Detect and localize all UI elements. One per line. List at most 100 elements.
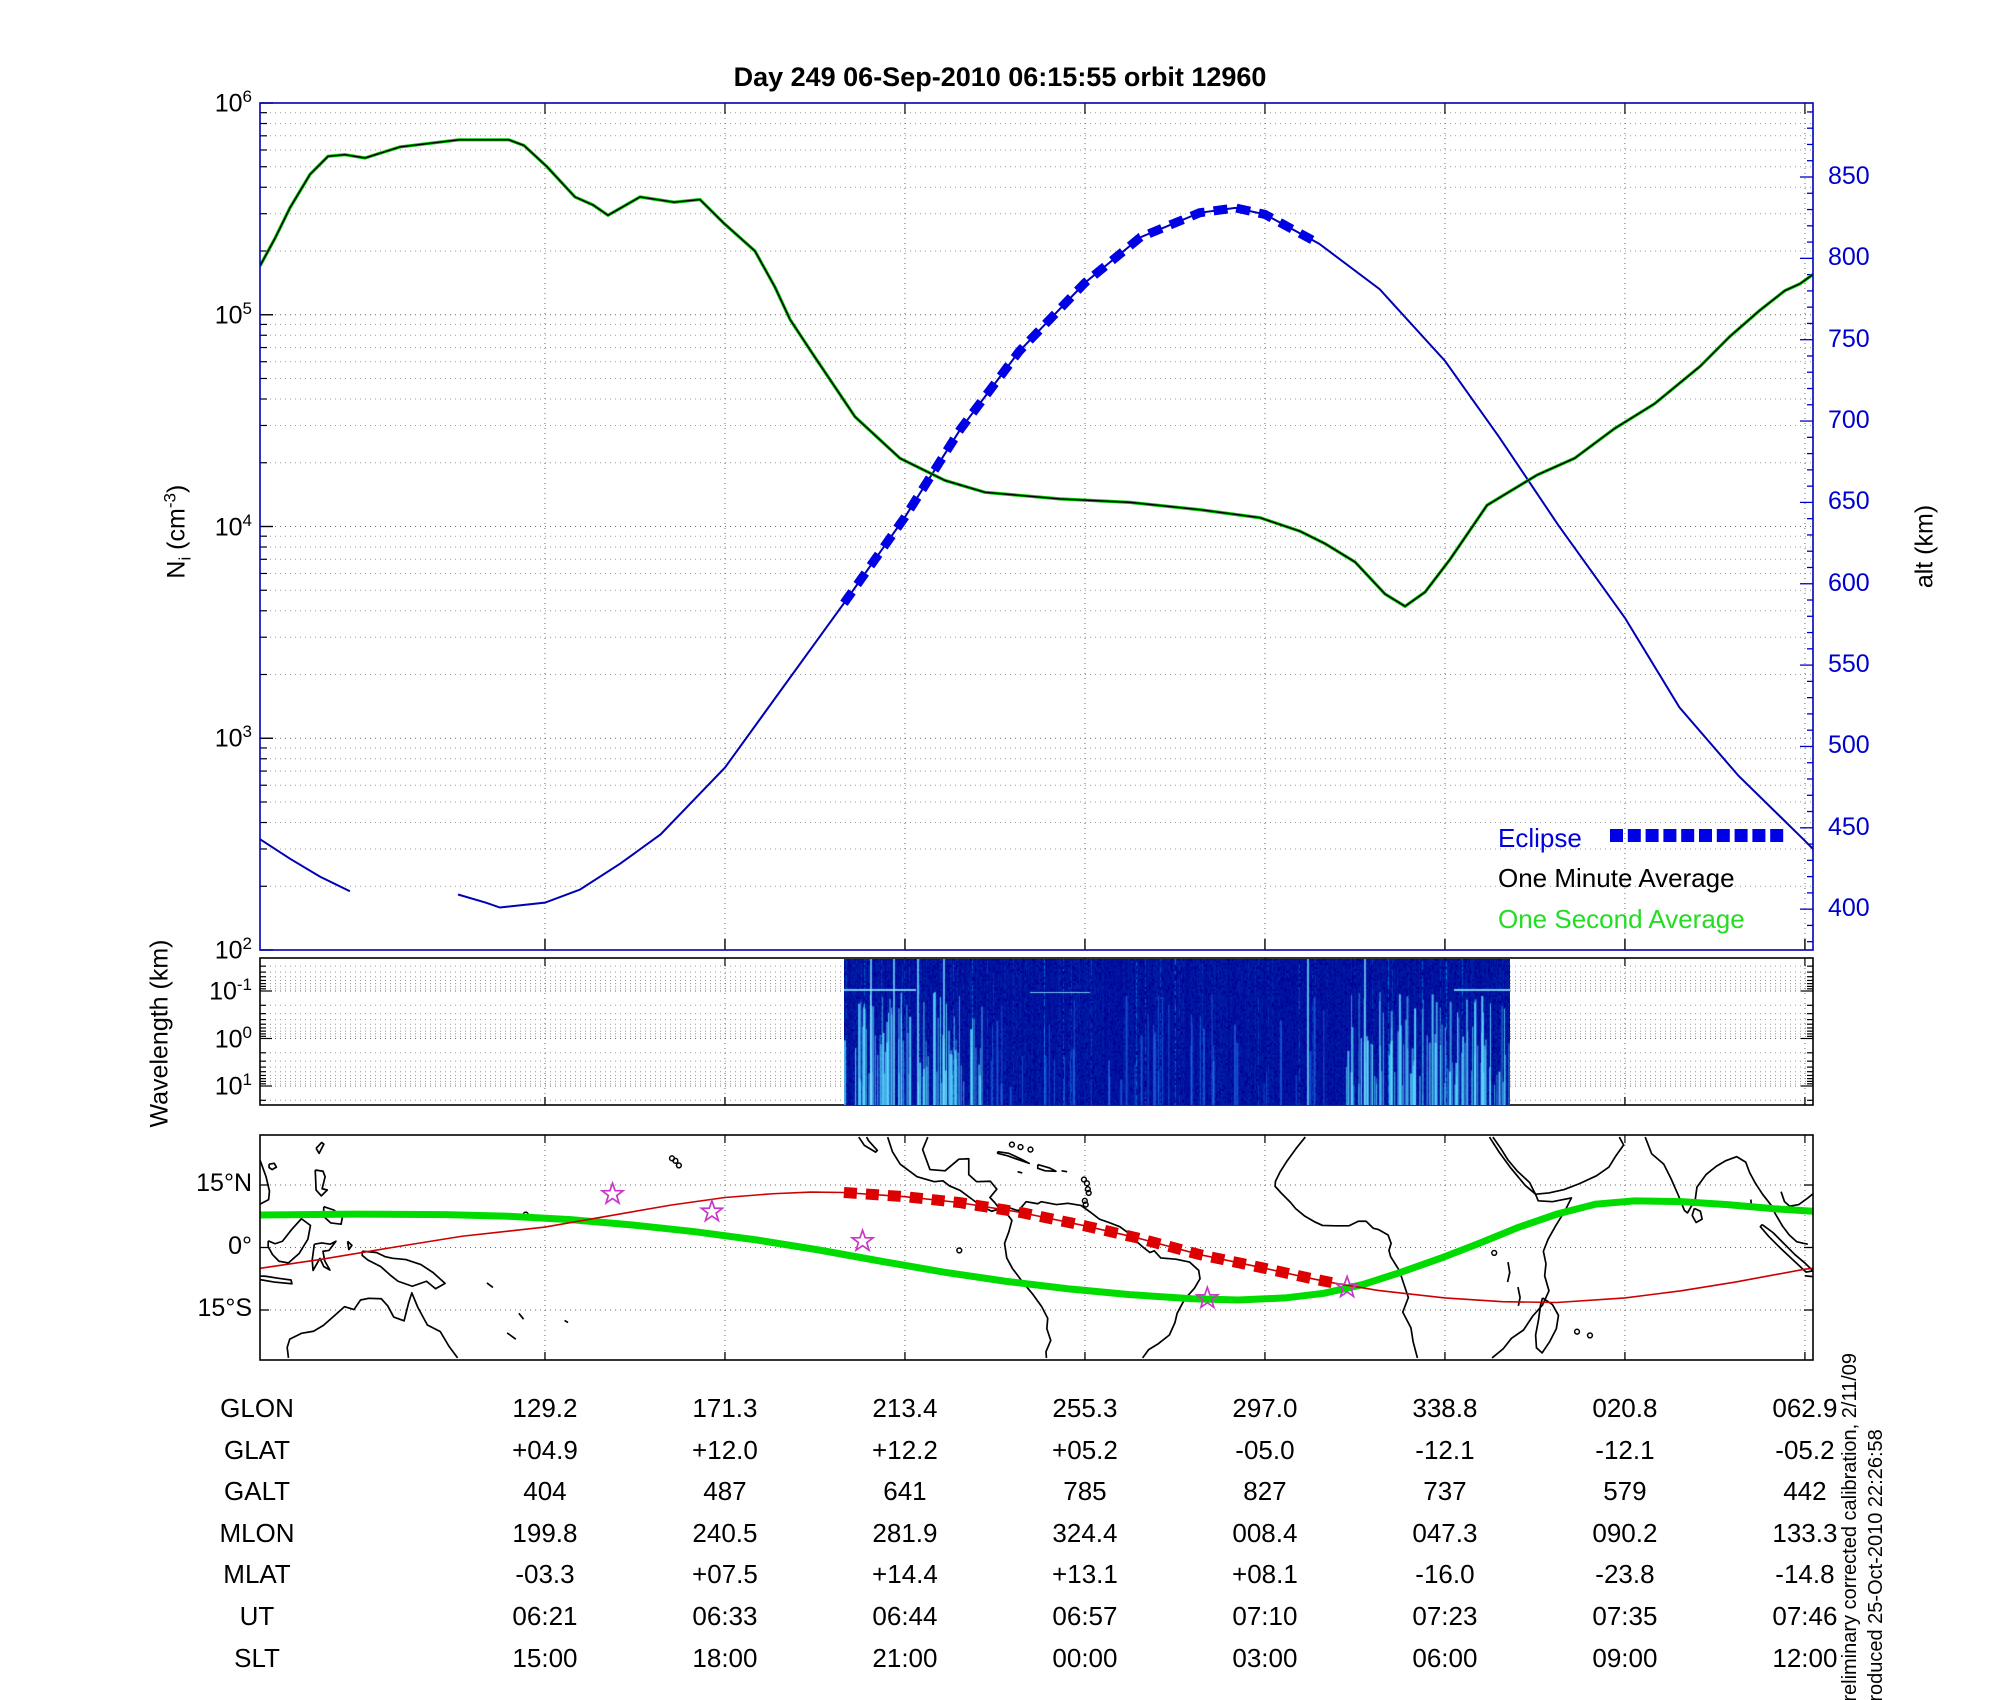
coastline-sulawesi [311, 1240, 337, 1272]
coastline-puerto_rico [1061, 1169, 1068, 1173]
map-panel [260, 1135, 1813, 1360]
coastline-hispaniola [1036, 1163, 1057, 1173]
ni-label-sub: i [175, 556, 195, 561]
island-dot-2 [668, 1155, 676, 1162]
table-cell-MLON-5: 047.3 [1412, 1518, 1478, 1548]
ni-tick-10e5: 105 [214, 298, 252, 330]
table-cell-GLAT-2: +12.2 [872, 1435, 938, 1465]
table-cell-SLT-0: 15:00 [512, 1643, 578, 1673]
wavelength-tick-10e0: 100 [214, 1022, 252, 1053]
table-cell-GLAT-7: -05.2 [1775, 1435, 1835, 1465]
table-cell-MLAT-4: +08.1 [1232, 1559, 1298, 1589]
table-cell-GALT-3: 785 [1063, 1476, 1107, 1506]
lat-tick-0: 15°N [196, 1169, 252, 1197]
lat-tick-1: 0° [228, 1231, 252, 1260]
table-cell-MLAT-5: -16.0 [1415, 1559, 1475, 1589]
table-cell-SLT-1: 18:00 [692, 1643, 758, 1673]
island-dot-5 [1084, 1186, 1091, 1193]
eclipse-overlay [840, 203, 1322, 606]
table-cell-UT-3: 06:57 [1052, 1601, 1118, 1631]
table-cell-SLT-6: 09:00 [1592, 1643, 1658, 1673]
alt-tick-450: 450 [1828, 812, 1870, 841]
legend-eclipse-swatch [1610, 829, 1784, 842]
table-cell-MLON-4: 008.4 [1232, 1518, 1298, 1548]
table-row-label-SLT: SLT [234, 1643, 280, 1673]
coastline-lake_malawi [1517, 1286, 1521, 1307]
alt-tick-650: 650 [1828, 487, 1870, 516]
wavelength-axis-label: Wavelength (km) [145, 939, 174, 1128]
coastline-sumatra [1759, 1223, 1813, 1273]
table-cell-GLON-3: 255.3 [1052, 1393, 1118, 1423]
table-cell-UT-6: 07:35 [1592, 1601, 1658, 1631]
table-cell-UT-2: 06:44 [872, 1601, 938, 1631]
coastline-new_guinea [361, 1250, 446, 1290]
ground-station-star-2 [849, 1227, 876, 1253]
table-cell-GALT-7: 442 [1783, 1476, 1827, 1506]
table-cell-MLAT-6: -23.8 [1595, 1559, 1655, 1589]
alt-tick-800: 800 [1828, 243, 1870, 272]
coastline-africa_east [1491, 1136, 1573, 1359]
coastline-america_atlantic [921, 1136, 1201, 1359]
alt-axis-label: alt (km) [1910, 504, 1939, 589]
table-cell-SLT-7: 12:00 [1772, 1643, 1838, 1673]
alt-tick-750: 750 [1828, 324, 1870, 353]
island-dot-15 [1573, 1328, 1581, 1335]
one-minute-average-curve [260, 139, 1813, 608]
table-row-label-GLON: GLON [220, 1393, 294, 1423]
island-dot-17 [1491, 1249, 1498, 1257]
ni-label-base: N [162, 560, 191, 579]
table-cell-MLAT-3: +13.1 [1052, 1559, 1118, 1589]
alt-tick-600: 600 [1828, 568, 1870, 597]
table-cell-GALT-0: 404 [523, 1476, 567, 1506]
table-cell-MLON-3: 324.4 [1052, 1518, 1118, 1548]
table-row-label-UT: UT [239, 1601, 275, 1631]
table-cell-MLON-1: 240.5 [692, 1518, 758, 1548]
table-cell-SLT-2: 21:00 [872, 1643, 938, 1673]
table-cell-GLAT-5: -12.1 [1415, 1435, 1475, 1465]
ni-tick-10e4: 104 [214, 510, 252, 541]
island-dot-16 [1586, 1332, 1594, 1339]
coastline-jamaica [1017, 1170, 1023, 1174]
table-cell-GLAT-6: -12.1 [1595, 1435, 1655, 1465]
legend-one-second-label: One Second Average [1498, 904, 1745, 934]
table-cell-MLAT-7: -14.8 [1775, 1559, 1835, 1589]
coastline-australia [286, 1292, 459, 1359]
table-cell-GLON-0: 129.2 [512, 1393, 578, 1423]
table-cell-GLON-2: 213.4 [872, 1393, 938, 1423]
table-cell-GALT-5: 737 [1423, 1476, 1467, 1506]
magnetic-equator-track [260, 1197, 1813, 1304]
ni-label-end: ) [162, 484, 191, 494]
table-cell-UT-4: 07:10 [1232, 1601, 1298, 1631]
density-altitude-panel [260, 102, 1813, 951]
altitude-curve-segment-1 [457, 206, 1813, 909]
table-cell-GLON-7: 062.9 [1772, 1393, 1838, 1423]
ground-station-star-4 [1334, 1273, 1361, 1299]
coastline-gulf_thailand [1780, 1191, 1813, 1208]
table-cell-MLAT-1: +07.5 [692, 1559, 758, 1589]
coastline-solomons [486, 1282, 494, 1289]
coastline-luzon [314, 1169, 329, 1197]
table-cell-MLAT-2: +14.4 [872, 1559, 938, 1589]
table-cell-MLON-0: 199.8 [512, 1518, 578, 1548]
altitude-curve-segment-0 [260, 838, 351, 893]
side-note-calibration: Preliminary corrected calibration, 2/11/… [1839, 1352, 1861, 1700]
island-dot-0 [675, 1162, 683, 1169]
table-row-label-MLAT: MLAT [223, 1559, 291, 1589]
spectrogram-panel-box [259, 957, 1814, 1106]
table-cell-GLAT-1: +12.0 [692, 1435, 758, 1465]
table-cell-GLAT-4: -05.0 [1235, 1435, 1295, 1465]
table-cell-UT-7: 07:46 [1772, 1601, 1838, 1631]
coastline-cuba [996, 1150, 1031, 1165]
table-cell-GLON-1: 171.3 [692, 1393, 758, 1423]
table-cell-SLT-3: 00:00 [1052, 1643, 1118, 1673]
legend-one-minute-label: One Minute Average [1498, 863, 1735, 893]
table-cell-GLON-5: 338.8 [1412, 1393, 1478, 1423]
island-dot-7 [1081, 1197, 1088, 1204]
table-row-label-GALT: GALT [224, 1476, 290, 1506]
map-content [260, 1136, 1813, 1359]
coastline-new_caledonia [506, 1332, 517, 1340]
ground-station-star-1 [698, 1198, 725, 1223]
coastline-india [1644, 1136, 1808, 1246]
